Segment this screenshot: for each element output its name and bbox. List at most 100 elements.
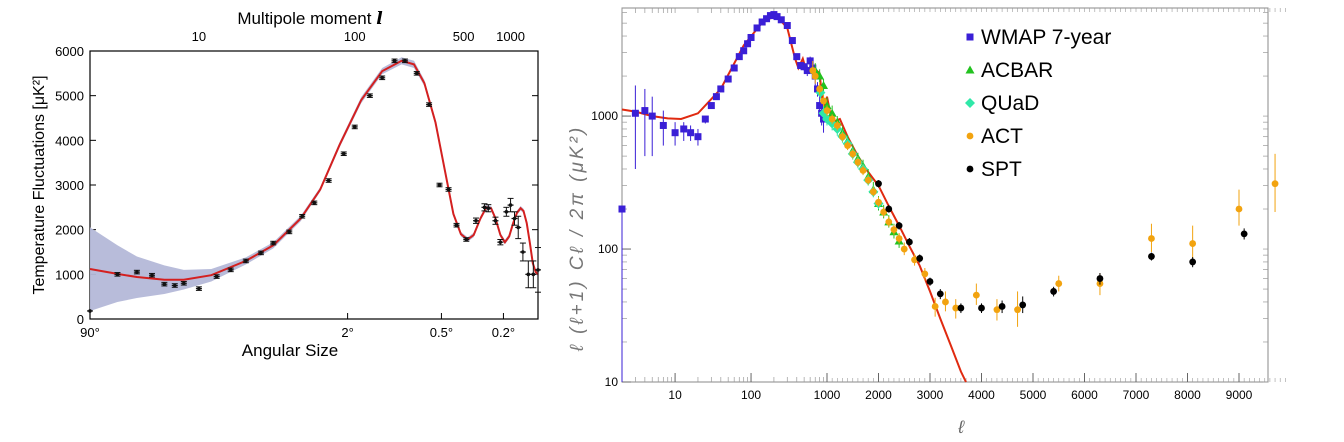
data-point bbox=[270, 240, 277, 246]
legend-item: SPT bbox=[966, 158, 1022, 181]
data-point bbox=[875, 197, 882, 207]
legend-item: ACBAR bbox=[965, 59, 1053, 82]
data-point bbox=[931, 297, 939, 317]
data-point bbox=[671, 122, 679, 146]
left-x-axis-label: Angular Size bbox=[242, 341, 338, 360]
data-point bbox=[485, 204, 492, 213]
y-tick-label: 1000 bbox=[55, 267, 84, 282]
data-point bbox=[311, 200, 318, 206]
data-point bbox=[515, 215, 522, 240]
y-axis-ticks: 0 1000 2000 3000 4000 5000 6000 bbox=[55, 44, 538, 327]
data-point bbox=[1240, 228, 1248, 240]
data-point bbox=[366, 93, 373, 98]
data-point bbox=[869, 186, 877, 197]
data-point bbox=[1148, 252, 1155, 261]
left-chart: Multipole moment l 10 100 500 1000 0 1000 200… bbox=[31, 9, 541, 360]
data-point bbox=[436, 182, 443, 188]
data-point bbox=[286, 229, 293, 235]
data-point bbox=[717, 85, 725, 93]
right-y-axis-label: ℓ (ℓ+1) Cℓ / 2π (μK²) bbox=[567, 125, 588, 353]
data-point bbox=[828, 114, 836, 125]
data-point bbox=[952, 299, 960, 319]
data-point bbox=[507, 197, 514, 213]
data-point bbox=[783, 22, 791, 30]
data-point bbox=[998, 300, 1006, 314]
data-point bbox=[481, 203, 488, 212]
data-point bbox=[299, 213, 306, 219]
right-y-tick-label: 100 bbox=[598, 242, 618, 256]
data-point bbox=[820, 94, 827, 107]
right-x-axis-label: ℓ bbox=[957, 417, 965, 437]
series-wmap-7-year bbox=[618, 11, 828, 382]
data-point bbox=[906, 238, 913, 246]
top-tick-label: 10 bbox=[192, 29, 206, 44]
data-point bbox=[472, 217, 479, 224]
legend-item: WMAP 7-year bbox=[966, 26, 1111, 49]
bottom-tick-label: 2° bbox=[341, 325, 353, 340]
data-point bbox=[1148, 223, 1155, 253]
data-point bbox=[242, 258, 249, 264]
right-x-tick-label: 3000 bbox=[917, 388, 944, 402]
data-point bbox=[161, 281, 168, 287]
data-point bbox=[149, 272, 156, 278]
legend-label: WMAP 7-year bbox=[981, 26, 1111, 49]
data-point bbox=[921, 268, 929, 281]
data-point bbox=[535, 247, 541, 293]
data-point bbox=[740, 47, 748, 55]
data-point bbox=[453, 222, 460, 228]
data-point bbox=[227, 267, 234, 273]
right-x-tick-label: 2000 bbox=[865, 388, 892, 402]
data-point bbox=[864, 175, 872, 185]
data-point bbox=[687, 125, 695, 141]
data-point bbox=[1055, 275, 1063, 292]
top-tick-label: 1000 bbox=[496, 29, 525, 44]
data-point bbox=[401, 58, 408, 64]
data-point bbox=[707, 102, 715, 110]
right-x-tick-label: 10 bbox=[668, 388, 682, 402]
y-tick-label: 0 bbox=[77, 312, 84, 327]
series-spt bbox=[875, 180, 1248, 314]
legend-item: QUaD bbox=[965, 92, 1039, 115]
data-point bbox=[1189, 257, 1197, 268]
top-tick-label: 500 bbox=[453, 29, 475, 44]
data-point bbox=[1050, 286, 1057, 297]
data-point bbox=[724, 75, 732, 83]
data-point bbox=[1235, 189, 1243, 226]
data-point bbox=[701, 115, 709, 124]
legend-item: ACT bbox=[966, 125, 1023, 148]
data-point bbox=[114, 272, 121, 277]
data-point bbox=[492, 216, 499, 225]
bottom-tick-label: 90° bbox=[80, 325, 100, 340]
data-point bbox=[1189, 225, 1197, 259]
y-tick-label: 3000 bbox=[55, 178, 84, 193]
data-point bbox=[806, 56, 814, 66]
right-y-tick-label: 10 bbox=[605, 375, 619, 389]
bottom-tick-label: 0.5° bbox=[430, 325, 453, 340]
right-x-tick-label: 9000 bbox=[1226, 388, 1253, 402]
data-point bbox=[530, 260, 537, 289]
data-point bbox=[911, 253, 918, 266]
data-point bbox=[936, 289, 944, 300]
data-point bbox=[641, 88, 649, 157]
right-plot-area bbox=[618, 11, 1279, 383]
data-point bbox=[880, 207, 888, 217]
data-point bbox=[1096, 273, 1104, 285]
left-plot-area bbox=[87, 57, 541, 313]
data-point bbox=[972, 283, 980, 305]
data-point bbox=[503, 206, 510, 217]
data-point bbox=[379, 75, 386, 81]
data-point bbox=[325, 178, 332, 183]
data-point bbox=[926, 277, 934, 286]
data-point bbox=[87, 309, 93, 313]
data-point bbox=[844, 140, 851, 151]
data-point bbox=[694, 128, 702, 146]
data-point bbox=[885, 204, 893, 213]
data-point bbox=[833, 120, 841, 131]
right-x-axis-ticks: 10 100 1000 2000 3000 4000 5000 6000 7000 8000 900… bbox=[668, 373, 1253, 402]
top-axis-title: Multipole moment l bbox=[237, 9, 383, 29]
data-point bbox=[957, 303, 965, 314]
data-point bbox=[180, 280, 187, 286]
right-chart: 10 100 1000 10 100 1000 2000 3000 4000 5000 6000 7… bbox=[567, 7, 1286, 437]
data-point bbox=[413, 71, 420, 76]
data-point bbox=[257, 250, 264, 256]
